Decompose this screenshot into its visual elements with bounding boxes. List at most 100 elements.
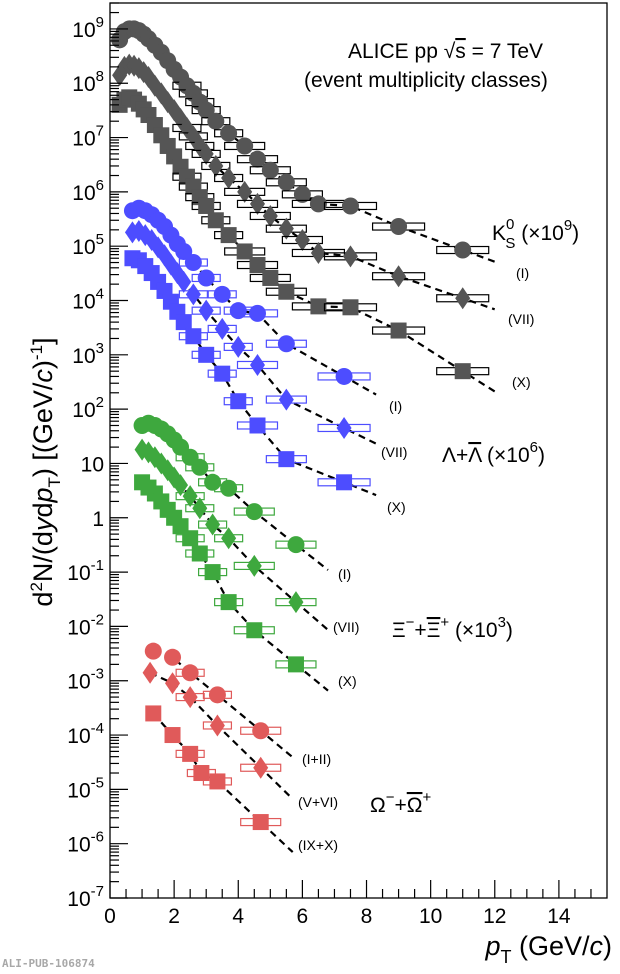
data-point xyxy=(192,497,208,520)
data-point xyxy=(245,503,263,521)
data-point xyxy=(220,124,238,142)
y-axis-title: d2N/(dydpT) [(GeV/c)-1] xyxy=(27,337,64,606)
data-point xyxy=(209,714,225,737)
data-point xyxy=(175,314,192,331)
data-point xyxy=(164,727,181,744)
data-point xyxy=(220,594,237,611)
data-point xyxy=(277,173,295,191)
data-point xyxy=(176,270,192,293)
x-tick-label: 14 xyxy=(547,905,571,928)
class-label: (I) xyxy=(516,265,529,281)
data-point xyxy=(249,257,266,274)
data-point xyxy=(142,661,158,684)
class-label: (VII) xyxy=(333,619,359,635)
y-tick-label: 1 xyxy=(92,508,104,531)
x-tick-label: 12 xyxy=(483,905,506,928)
data-point xyxy=(193,765,210,782)
data-point xyxy=(164,648,182,666)
data-point xyxy=(230,393,247,410)
data-point xyxy=(185,328,202,345)
class-label: (X) xyxy=(387,499,406,515)
label-xi: Ξ−+Ξ+ (×103) xyxy=(392,614,513,642)
data-point xyxy=(342,299,359,316)
y-tick-label: 109 xyxy=(72,14,104,42)
data-point xyxy=(455,287,471,310)
y-tick-label: 10-4 xyxy=(67,720,104,748)
x-tick-label: 4 xyxy=(232,905,244,928)
data-point xyxy=(249,353,265,376)
data-point xyxy=(236,243,253,260)
data-point xyxy=(309,195,327,213)
data-point xyxy=(246,622,263,639)
data-point xyxy=(454,363,471,380)
data-point xyxy=(198,346,215,363)
data-point xyxy=(310,298,327,315)
data-point xyxy=(209,773,226,790)
data-point xyxy=(237,180,253,203)
data-point xyxy=(181,664,199,682)
chart-title: ALICE pp √s = 7 TeV xyxy=(348,40,543,63)
data-point xyxy=(198,142,214,165)
data-point xyxy=(277,335,295,353)
data-point xyxy=(204,564,221,581)
x-tick-label: 6 xyxy=(297,905,309,928)
y-tick-label: 106 xyxy=(72,177,104,205)
data-point xyxy=(229,302,247,320)
data-point xyxy=(342,245,358,268)
y-tick-label: 10-7 xyxy=(67,883,104,911)
data-point xyxy=(184,254,202,272)
data-point xyxy=(262,269,279,286)
chart-subtitle: (event multiplicity classes) xyxy=(304,69,548,92)
data-point xyxy=(252,814,269,831)
data-point xyxy=(287,656,304,673)
data-point xyxy=(208,154,224,177)
data-point xyxy=(172,518,189,535)
data-point xyxy=(236,137,254,155)
data-point xyxy=(293,185,311,203)
y-tick-label: 10-6 xyxy=(67,829,104,857)
axes: 0 2 4 6 8 10 12 1410910810710610510410310210110… xyxy=(67,2,592,928)
x-tick-label: 8 xyxy=(361,905,373,928)
data-point xyxy=(221,527,237,550)
data-point xyxy=(391,265,407,288)
data-point xyxy=(204,473,222,491)
data-point xyxy=(278,217,294,240)
y-tick-label: 103 xyxy=(72,340,104,368)
data-point xyxy=(182,745,199,762)
data-point xyxy=(390,322,407,339)
y-tick-label: 102 xyxy=(72,394,104,422)
data-point xyxy=(197,269,215,287)
y-tick-label: 10-1 xyxy=(67,557,104,585)
data-point xyxy=(454,241,472,259)
data-point xyxy=(173,107,189,130)
watermark: ALI-PUB-106874 xyxy=(2,957,95,970)
y-tick-label: 10 xyxy=(81,453,104,476)
data-point xyxy=(390,218,408,236)
class-label: (X) xyxy=(338,673,357,689)
y-tick-label: 105 xyxy=(72,231,104,259)
y-tick-label: 104 xyxy=(72,286,104,314)
class-label: (X) xyxy=(512,374,531,390)
x-tick-label: 0 xyxy=(104,905,116,928)
data-point xyxy=(278,388,294,411)
data-point xyxy=(150,236,166,259)
label-omega: Ω−+Ω+ xyxy=(370,789,431,817)
data-point xyxy=(230,335,246,358)
class-label: (I) xyxy=(389,398,402,414)
data-point xyxy=(248,150,266,168)
y-tick-label: 10-5 xyxy=(67,774,104,802)
data-point xyxy=(179,116,195,139)
y-tick-label: 107 xyxy=(72,123,104,151)
data-point xyxy=(220,479,238,497)
data-point xyxy=(198,299,214,322)
data-point xyxy=(145,705,162,722)
fit-curve xyxy=(149,671,294,800)
data-point xyxy=(336,416,352,439)
data-point xyxy=(173,474,189,497)
data-point xyxy=(262,204,278,227)
data-point xyxy=(246,554,262,577)
data-point xyxy=(294,228,310,251)
class-label: (VII) xyxy=(381,444,407,460)
plot-frame xyxy=(109,2,608,899)
